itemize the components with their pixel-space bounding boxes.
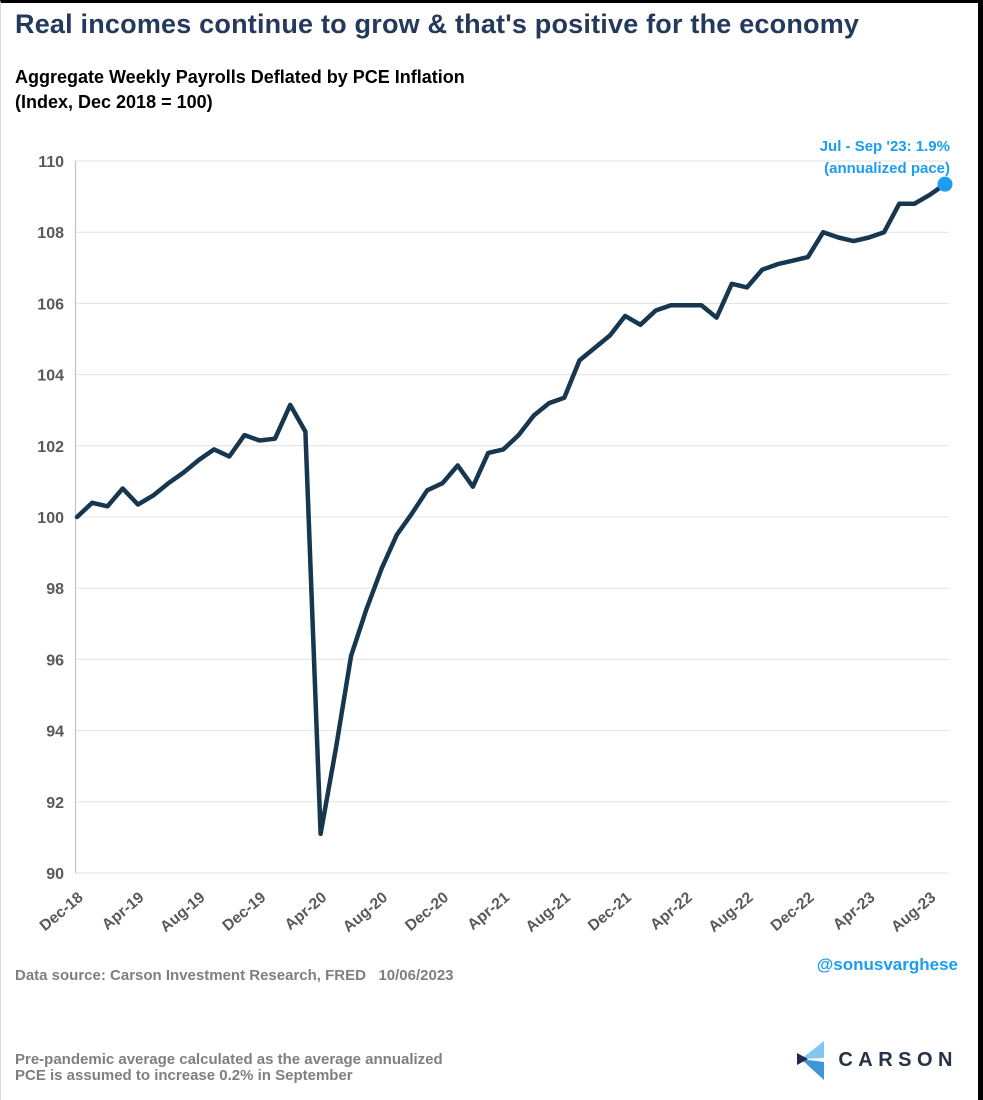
x-tick-label-Apr-22: Apr-22 [647, 889, 696, 934]
x-tick-label-Dec-22: Dec-22 [768, 889, 818, 935]
end-point-dot [937, 176, 953, 192]
x-tick-label-Apr-21: Apr-21 [464, 889, 513, 934]
chart-subtitle-line1: Aggregate Weekly Payrolls Deflated by PC… [15, 67, 465, 87]
y-tick-label-108: 108 [37, 225, 64, 242]
y-tick-label-100: 100 [37, 510, 64, 527]
y-tick-label-90: 90 [46, 866, 64, 883]
prepandemic-note: Pre-pandemic average calculated as the a… [15, 1007, 443, 1100]
chart-subtitle-line2: (Index, Dec 2018 = 100) [15, 92, 213, 112]
y-tick-label-98: 98 [46, 581, 64, 598]
x-tick-label-Dec-20: Dec-20 [402, 889, 452, 935]
prepandemic-note-line1: Pre-pandemic average calculated as the a… [15, 1051, 443, 1068]
endpoint-annotation-line2: (annualized pace) [824, 160, 950, 177]
carson-logo-text: CARSON [838, 1049, 958, 1071]
x-tick-label-Dec-19: Dec-19 [219, 889, 269, 935]
payrolls-line-chart: 90 92 94 96 98 100 102 104 106 108 110 Dec-18 Apr-19… [1, 133, 978, 948]
page-title: Real incomes continue to grow & that's p… [15, 9, 860, 39]
chart-canvas: 90 92 94 96 98 100 102 104 106 108 110 Dec-18 Apr-19… [37, 154, 953, 936]
endpoint-annotation-line1: Jul - Sep '23: 1.9% [819, 138, 950, 155]
y-tick-label-92: 92 [46, 795, 64, 812]
x-tick-label-Aug-23: Aug-23 [888, 889, 939, 936]
carson-logo: CARSON [797, 1041, 958, 1080]
x-tick-label-Aug-20: Aug-20 [340, 889, 391, 936]
pce-assumption-note: PCE is assumed to increase 0.2% in Septe… [15, 1067, 353, 1084]
x-tick-label-Aug-21: Aug-21 [523, 889, 574, 936]
data-source-note: Data source: Carson Investment Research,… [15, 967, 454, 984]
x-tick-label-Dec-21: Dec-21 [585, 889, 635, 935]
endpoint-annotation: Jul - Sep '23: 1.9% (annualized pace) [820, 136, 950, 180]
carson-logo-icon [797, 1041, 825, 1080]
x-tick-label-Apr-23: Apr-23 [830, 889, 879, 934]
y-tick-label-106: 106 [37, 296, 64, 313]
payrolls-line [74, 181, 948, 837]
y-tick-label-94: 94 [46, 724, 64, 741]
x-tick-label-Aug-19: Aug-19 [157, 889, 208, 936]
author-handle: @sonusvarghese [816, 955, 958, 974]
chart-subtitle: Aggregate Weekly Payrolls Deflated by PC… [15, 65, 465, 115]
x-tick-label-Apr-19: Apr-19 [99, 889, 148, 934]
x-tick-label-Aug-22: Aug-22 [705, 889, 756, 936]
y-tick-label-110: 110 [38, 154, 64, 171]
y-tick-label-96: 96 [46, 652, 64, 669]
y-tick-label-102: 102 [37, 439, 64, 456]
x-tick-label-Dec-18: Dec-18 [37, 889, 87, 935]
x-tick-label-Apr-20: Apr-20 [282, 889, 331, 934]
y-tick-label-104: 104 [37, 368, 64, 385]
